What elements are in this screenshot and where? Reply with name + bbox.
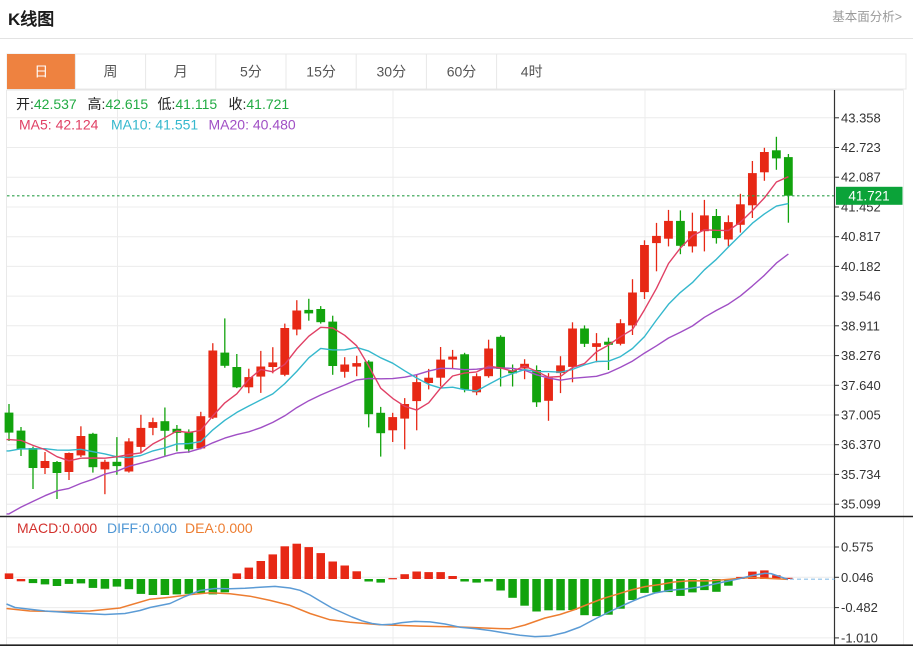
svg-text:35.734: 35.734 — [841, 467, 881, 482]
svg-text:60分: 60分 — [447, 64, 477, 80]
svg-text:基本面分析>: 基本面分析> — [832, 10, 902, 24]
svg-text:日: 日 — [34, 64, 48, 80]
svg-text:MA5: 42.124: MA5: 42.124 — [19, 117, 99, 133]
svg-text:41.721: 41.721 — [848, 188, 889, 203]
svg-text:-0.482: -0.482 — [841, 600, 878, 615]
svg-text:K线图: K线图 — [8, 9, 54, 29]
svg-text:37.005: 37.005 — [841, 408, 881, 423]
svg-text:30分: 30分 — [377, 64, 407, 80]
svg-text:0.046: 0.046 — [841, 570, 874, 585]
svg-text:月: 月 — [174, 64, 188, 80]
svg-text:42.087: 42.087 — [841, 170, 881, 185]
svg-text:DIFF:0.000: DIFF:0.000 — [107, 520, 177, 536]
svg-text:35.099: 35.099 — [841, 497, 881, 512]
svg-text:DEA:0.000: DEA:0.000 — [185, 520, 253, 536]
svg-text:39.546: 39.546 — [841, 289, 881, 304]
svg-text:低:41.115: 低:41.115 — [158, 96, 218, 112]
svg-text:38.911: 38.911 — [841, 318, 880, 333]
svg-text:42.723: 42.723 — [841, 140, 881, 155]
svg-text:高:42.615: 高:42.615 — [88, 96, 149, 112]
svg-text:MA20: 40.480: MA20: 40.480 — [209, 117, 296, 133]
svg-text:-1.010: -1.010 — [841, 630, 878, 645]
svg-text:收:41.721: 收:41.721 — [229, 96, 290, 112]
svg-text:40.817: 40.817 — [841, 229, 881, 244]
svg-text:MACD:0.000: MACD:0.000 — [17, 520, 97, 536]
svg-text:37.640: 37.640 — [841, 378, 881, 393]
svg-text:4时: 4时 — [521, 64, 543, 80]
svg-text:43.358: 43.358 — [841, 110, 881, 125]
svg-text:周: 周 — [104, 64, 118, 80]
svg-text:40.182: 40.182 — [841, 259, 881, 274]
svg-text:38.276: 38.276 — [841, 348, 881, 363]
svg-text:0.575: 0.575 — [841, 540, 874, 555]
svg-text:5分: 5分 — [240, 64, 262, 80]
svg-text:36.370: 36.370 — [841, 437, 881, 452]
svg-text:MA10: 41.551: MA10: 41.551 — [111, 117, 198, 133]
svg-text:15分: 15分 — [306, 64, 336, 80]
svg-text:开:42.537: 开:42.537 — [16, 96, 77, 112]
